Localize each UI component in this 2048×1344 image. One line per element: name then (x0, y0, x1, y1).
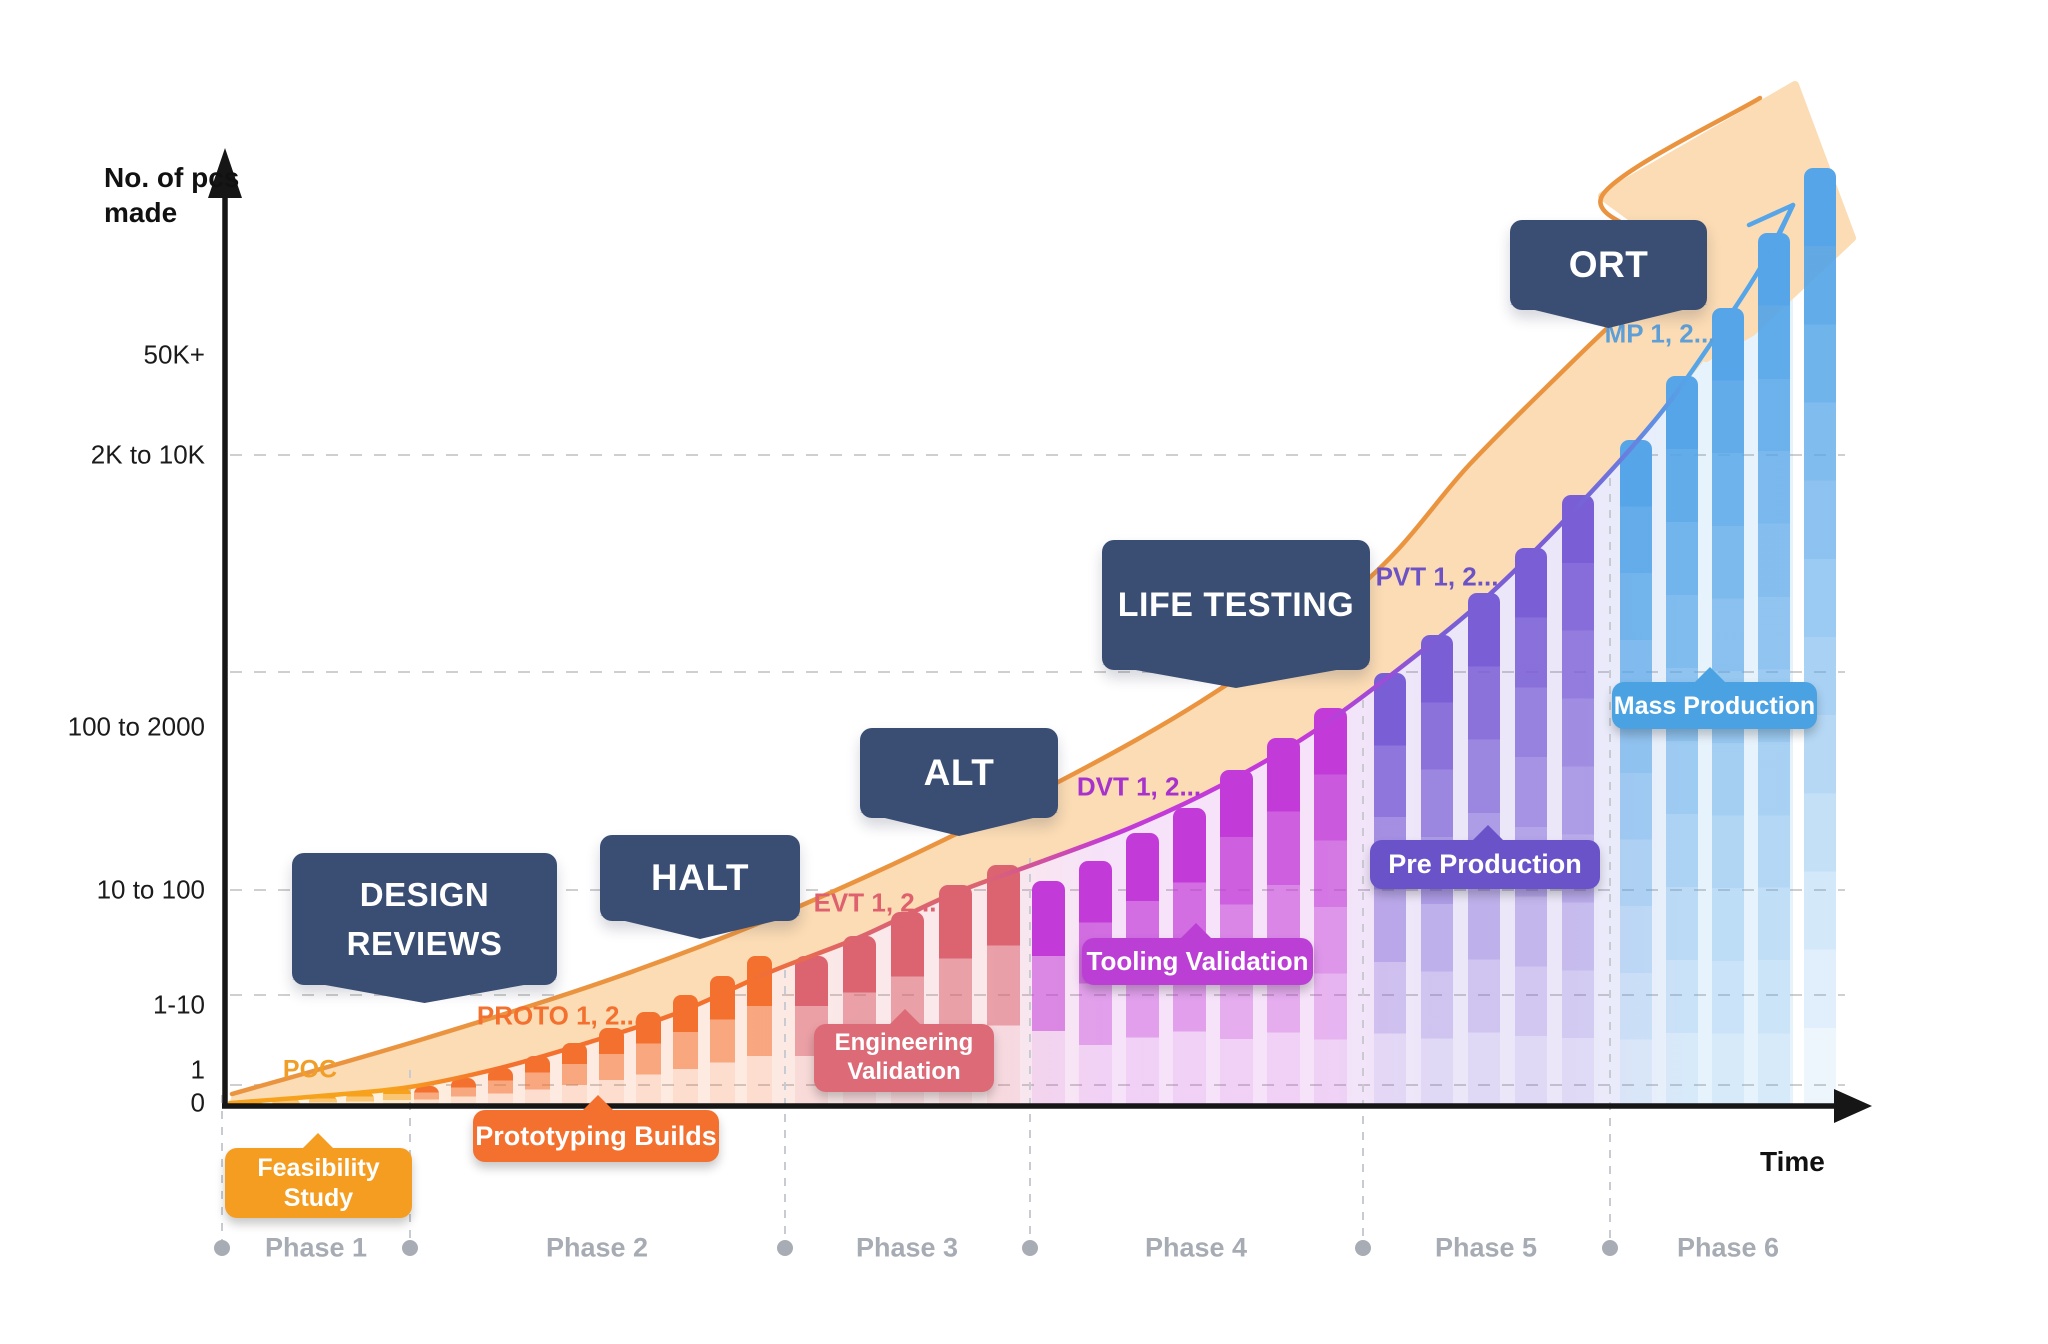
phase-label-phase-4: Phase 4 (1144, 1232, 1248, 1263)
bar-phase-2-4 (525, 1056, 550, 1106)
bar-phase-4-6 (1267, 738, 1300, 1106)
bar-phase-4-1 (1032, 881, 1065, 1106)
bar-phase-2-6 (599, 1028, 624, 1106)
bar-phase-2-1 (414, 1086, 439, 1106)
ribbon-tooling-validation: Tooling Validation (1082, 938, 1313, 985)
y-tick-50k-: 50K+ (143, 339, 205, 370)
x-axis-title: Time (1760, 1146, 1825, 1177)
stage-label-dvt: DVT 1, 2... (1076, 771, 1202, 802)
ribbon-feasibility-study: Feasibility Study (225, 1148, 412, 1218)
bar-phase-2-3 (488, 1068, 513, 1106)
bar-phase-1-3 (309, 1095, 337, 1106)
y-tick-1-10: 1-10 (152, 989, 205, 1020)
bar-phase-6-1 (1620, 440, 1652, 1106)
banner-halt: HALT (600, 835, 800, 921)
phase-dot (1022, 1240, 1038, 1256)
bar-phase-1-2 (272, 1098, 300, 1106)
banner-design-reviews: DESIGN REVIEWS (292, 853, 557, 985)
y-tick-0: 0 (190, 1087, 205, 1118)
phase-label-phase-1: Phase 1 (264, 1232, 368, 1263)
bar-phase-2-2 (451, 1078, 476, 1106)
ribbon-mass-production: Mass Production (1612, 682, 1817, 729)
phase-dot (1355, 1240, 1371, 1256)
phase-dots (214, 1240, 1618, 1256)
y-tick-100-to-2000: 100 to 2000 (67, 711, 205, 742)
phase-dot (214, 1240, 230, 1256)
banner-life-testing: LIFE TESTING (1102, 540, 1370, 670)
axes (208, 148, 1872, 1123)
phase-label-phase-5: Phase 5 (1434, 1232, 1538, 1263)
phase-dot (1602, 1240, 1618, 1256)
y-tick-1: 1 (190, 1054, 205, 1085)
ribbon-engineering-validation: Engineering Validation (814, 1024, 994, 1092)
stage-label-pvt: PVT 1, 2... (1375, 561, 1499, 592)
phase-label-phase-6: Phase 6 (1676, 1232, 1780, 1263)
y-axis-arrow-icon (208, 148, 242, 198)
growth-curve (227, 202, 1796, 1106)
phase-dot (402, 1240, 418, 1256)
y-tick-10-to-100: 10 to 100 (96, 874, 205, 905)
stage-label-poc: POC (282, 1055, 338, 1084)
stage-label-evt: EVT 1, 2... (813, 887, 937, 918)
banner-alt: ALT (860, 728, 1058, 818)
phase-label-phase-2: Phase 2 (545, 1232, 649, 1263)
bar-phase-6-2 (1666, 376, 1698, 1106)
growth-curve-arrowhead-icon (1746, 202, 1796, 255)
bar-phase-5-1 (1374, 673, 1406, 1106)
ribbon-prototyping-builds: Prototyping Builds (473, 1110, 719, 1162)
bar-phase-6-4 (1758, 233, 1790, 1106)
bar-phase-4-7 (1314, 708, 1347, 1106)
phase-label-phase-3: Phase 3 (855, 1232, 959, 1263)
bar-phase-6-5 (1804, 168, 1836, 1106)
x-axis-arrow-icon (1834, 1089, 1872, 1123)
phase-dot (777, 1240, 793, 1256)
y-tick-2k-to-10k: 2K to 10K (90, 439, 205, 470)
bar-phase-2-5 (562, 1043, 587, 1106)
ribbon-pre-production: Pre Production (1370, 840, 1600, 889)
stage-label-proto: PROTO 1, 2... (476, 1000, 642, 1031)
y-axis-title: No. of pcs made (104, 162, 240, 228)
bar-phase-1-5 (383, 1088, 411, 1106)
bar-phase-5-4 (1515, 548, 1547, 1106)
banner-ort: ORT (1510, 220, 1707, 310)
bar-phase-5-5 (1562, 495, 1594, 1106)
